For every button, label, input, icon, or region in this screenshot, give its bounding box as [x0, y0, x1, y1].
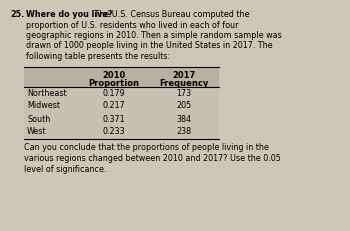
Text: various regions changed between 2010 and 2017? Use the 0.05: various regions changed between 2010 and…	[24, 154, 281, 163]
Text: Can you conclude that the proportions of people living in the: Can you conclude that the proportions of…	[24, 143, 269, 152]
Text: level of significance.: level of significance.	[24, 164, 106, 173]
Bar	[24, 86, 219, 139]
Text: 173: 173	[176, 88, 191, 97]
Text: 0.371: 0.371	[103, 115, 125, 124]
Text: 2010: 2010	[102, 72, 126, 80]
Text: The U.S. Census Bureau computed the: The U.S. Census Bureau computed the	[92, 10, 250, 19]
Text: 25.: 25.	[10, 10, 24, 19]
Text: 205: 205	[176, 101, 192, 110]
Text: 2017: 2017	[172, 72, 196, 80]
Text: Frequency: Frequency	[159, 79, 209, 88]
Text: Midwest: Midwest	[27, 101, 60, 110]
Text: West: West	[27, 128, 47, 137]
Text: 0.179: 0.179	[103, 88, 125, 97]
Text: geographic regions in 2010. Then a simple random sample was: geographic regions in 2010. Then a simpl…	[26, 31, 282, 40]
Text: South: South	[27, 115, 50, 124]
Text: Where do you live?: Where do you live?	[26, 10, 112, 19]
Bar	[24, 67, 219, 86]
Text: 0.233: 0.233	[103, 128, 125, 137]
Text: Northeast: Northeast	[27, 88, 66, 97]
Text: following table presents the results:: following table presents the results:	[26, 52, 170, 61]
Text: drawn of 1000 people living in the United States in 2017. The: drawn of 1000 people living in the Unite…	[26, 42, 273, 51]
Text: 0.217: 0.217	[103, 101, 125, 110]
Text: proportion of U.S. residents who lived in each of four: proportion of U.S. residents who lived i…	[26, 21, 238, 30]
Text: Proportion: Proportion	[89, 79, 140, 88]
Text: 238: 238	[176, 128, 191, 137]
Text: 384: 384	[176, 115, 191, 124]
